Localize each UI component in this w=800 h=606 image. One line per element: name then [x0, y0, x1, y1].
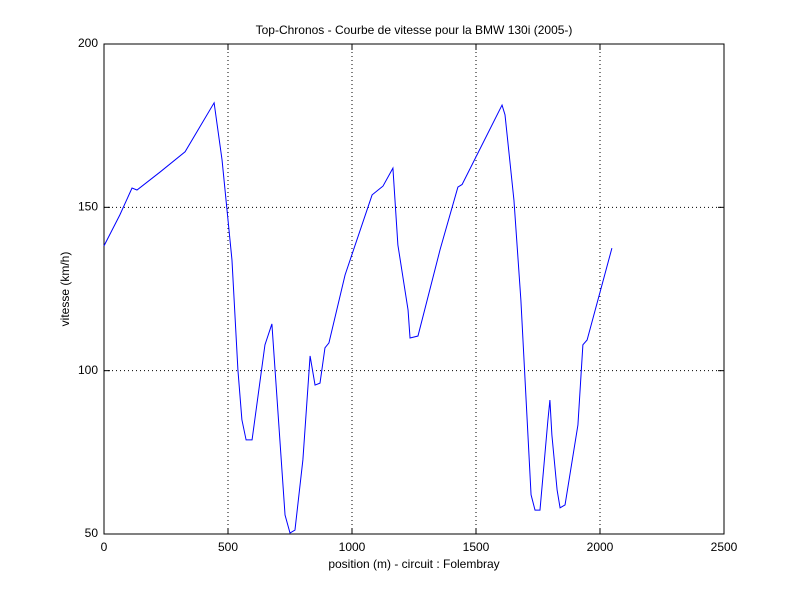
y-tick-label: 100 [78, 363, 98, 377]
x-tick-label: 0 [101, 540, 108, 554]
y-tick-label: 200 [78, 36, 98, 50]
x-tick-label: 2000 [587, 540, 614, 554]
x-tick-label: 1500 [463, 540, 490, 554]
x-tick-label: 500 [218, 540, 238, 554]
y-tick-label: 150 [78, 200, 98, 214]
data-line [103, 101, 613, 534]
y-tick-label: 50 [85, 526, 99, 540]
x-tick-label: 2500 [711, 540, 738, 554]
y-axis-label: vitesse (km/h) [58, 252, 72, 327]
x-tick-label: 1000 [339, 540, 366, 554]
x-axis-label: position (m) - circuit : Folembray [328, 557, 499, 571]
chart-title: Top-Chronos - Courbe de vitesse pour la … [256, 23, 573, 37]
axes-box [103, 43, 725, 535]
